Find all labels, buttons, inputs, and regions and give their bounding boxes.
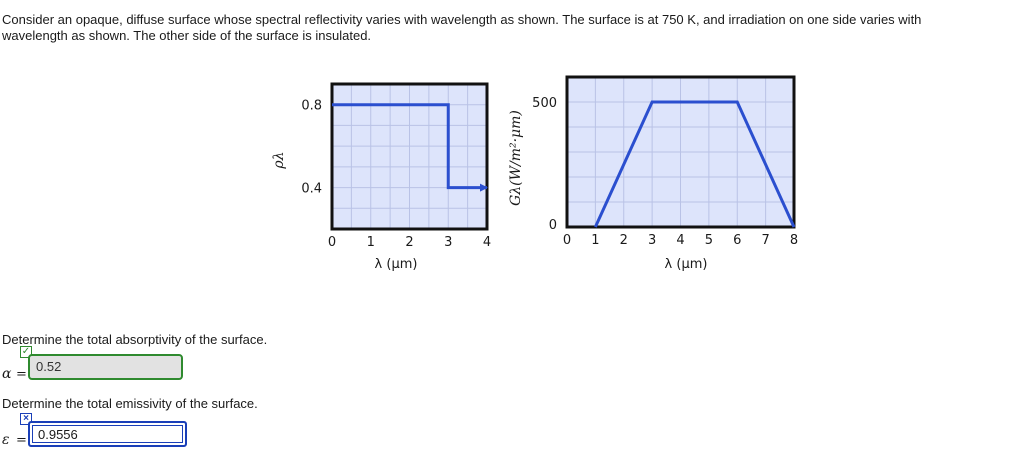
question-emissivity: Determine the total emissivity of the su… <box>2 396 258 411</box>
x-tick-label: 1 <box>367 235 375 250</box>
absorptivity-value: 0.52 <box>36 359 62 374</box>
x-tick-label: 8 <box>790 233 798 248</box>
y-tick-label: 500 <box>532 96 557 111</box>
y-tick-label: 0.8 <box>301 99 322 114</box>
irradiation-chart: 0 1 2 3 4 5 6 7 8 500 0 λ (μm) Gλ(W/m²·μm) <box>508 75 798 272</box>
x-tick-label: 3 <box>444 235 452 250</box>
epsilon-equals: = <box>16 433 27 448</box>
x-tick-label: 4 <box>483 235 491 250</box>
problem-line-1: Consider an opaque, diffuse surface whos… <box>2 12 922 27</box>
alpha-symbol: α <box>2 366 12 382</box>
x-tick-label: 6 <box>733 233 741 248</box>
plot-frame <box>330 82 489 231</box>
y-axis-label: ρλ <box>271 151 287 169</box>
y-tick-label: 0.4 <box>301 182 322 197</box>
x-axis-label: λ (μm) <box>665 257 708 272</box>
x-tick-label: 5 <box>705 233 713 248</box>
x-tick-label: 4 <box>676 233 684 248</box>
x-tick-label: 0 <box>563 233 571 248</box>
x-tick-label: 2 <box>620 233 628 248</box>
figure: 0 1 2 3 4 0.8 0.4 λ (μm) ρλ 0 1 2 3 4 5 6 7 8 500 0 λ (μm) G… <box>271 75 798 272</box>
plot-frame <box>565 75 796 229</box>
x-tick-label: 3 <box>648 233 656 248</box>
series-line <box>594 100 796 228</box>
problem-line-2: wavelength as shown. The other side of t… <box>2 28 372 43</box>
x-tick-label: 7 <box>761 233 769 248</box>
absorptivity-input[interactable]: 0.52 <box>28 354 183 380</box>
x-tick-label: 0 <box>328 235 336 250</box>
x-axis-label: λ (μm) <box>375 257 418 272</box>
emissivity-input[interactable]: 0.9556 <box>28 421 187 447</box>
alpha-equals: = <box>16 367 27 382</box>
problem-statement: Consider an opaque, diffuse surface whos… <box>2 12 1018 44</box>
epsilon-symbol: ε <box>2 432 10 448</box>
x-tick-label: 1 <box>591 233 599 248</box>
y-axis-label: Gλ(W/m²·μm) <box>508 110 524 206</box>
series-line <box>332 103 488 192</box>
x-tick-label: 2 <box>405 235 413 250</box>
question-absorptivity: Determine the total absorptivity of the … <box>2 332 268 347</box>
emissivity-value: 0.9556 <box>38 427 78 442</box>
reflectivity-chart: 0 1 2 3 4 0.8 0.4 λ (μm) ρλ <box>271 82 491 272</box>
y-tick-label: 0 <box>549 218 557 233</box>
